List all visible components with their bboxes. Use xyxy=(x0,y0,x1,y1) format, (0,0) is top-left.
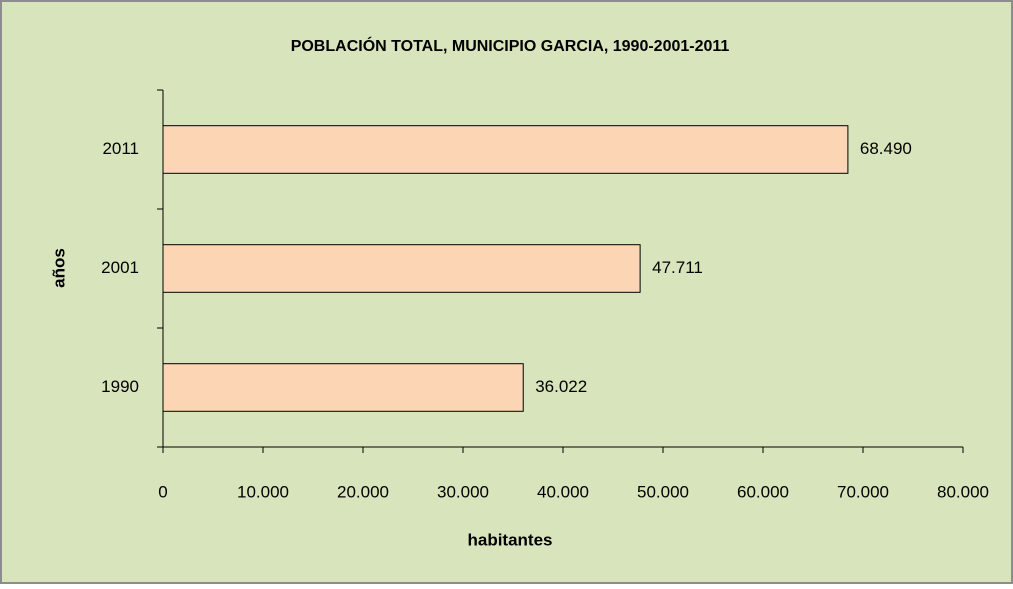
y-axis-title: años xyxy=(49,248,68,288)
x-tick-label: 40.000 xyxy=(537,482,589,501)
x-tick-label: 0 xyxy=(158,482,167,501)
y-tick-label: 2001 xyxy=(101,258,139,277)
bar xyxy=(162,244,641,293)
x-tick-label: 20.000 xyxy=(337,482,389,501)
chart-title: POBLACIÓN TOTAL, MUNICIPIO GARCIA, 1990-… xyxy=(291,36,730,55)
data-label: 68.490 xyxy=(860,139,912,158)
x-tick-label: 80.000 xyxy=(937,482,989,501)
x-axis-title: habitantes xyxy=(467,530,552,549)
bar xyxy=(162,363,524,412)
y-tick-label: 2011 xyxy=(102,139,139,158)
data-label: 36.022 xyxy=(535,377,587,396)
bar xyxy=(162,125,849,174)
data-label: 47.711 xyxy=(652,258,703,277)
x-tick-label: 30.000 xyxy=(437,482,489,501)
x-tick-label: 60.000 xyxy=(737,482,789,501)
x-tick-label: 10.000 xyxy=(237,482,289,501)
x-tick-label: 50.000 xyxy=(637,482,689,501)
x-tick-label: 70.000 xyxy=(837,482,889,501)
y-tick-label: 1990 xyxy=(101,377,139,396)
